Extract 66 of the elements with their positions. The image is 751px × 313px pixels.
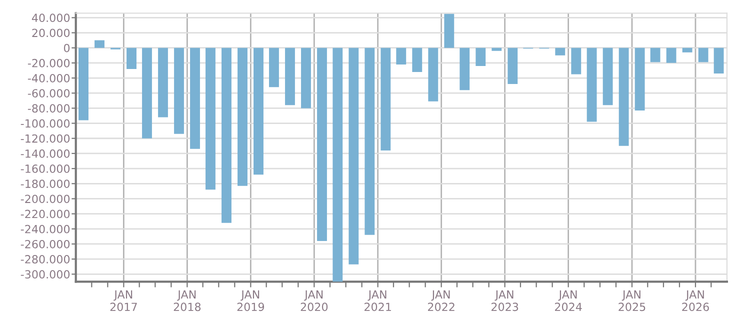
bar [269,48,279,88]
bar [666,48,676,63]
bar [158,48,168,118]
x-tick-label: JAN 2025 [618,290,646,312]
bar [190,48,200,149]
x-tick-label: JAN 2020 [300,290,328,312]
y-tick-label: -260.000 [20,240,70,248]
bar [682,48,692,52]
bar [555,48,566,56]
bar [428,48,438,102]
bar [254,48,264,175]
bar [206,48,216,190]
y-tick-label: -40.000 [28,74,70,82]
bar [348,48,359,264]
bar [634,48,645,110]
bar [586,48,597,122]
bar [571,48,582,74]
x-tick-label: JAN 2026 [682,290,709,312]
bar [492,48,502,51]
bar [650,48,660,62]
x-tick-label: JAN 2021 [364,290,391,312]
bar [602,48,613,106]
x-tick-label: JAN 2023 [492,290,518,312]
y-tick-label: 20.000 [32,28,70,38]
bar [94,40,104,48]
bar [444,14,454,48]
y-tick-label: -220.000 [20,210,70,218]
x-tick-label: JAN 2024 [554,290,582,312]
bar [460,48,470,90]
bar [332,48,343,282]
bar [317,48,327,241]
bar [396,48,406,64]
y-tick-label: -300.000 [20,270,70,279]
bar [301,48,311,108]
y-tick-label: 40.000 [32,14,70,22]
bar [174,48,184,134]
x-tick-label: JAN 2017 [110,290,137,312]
bar [364,48,375,235]
bar [508,48,518,84]
x-tick-label: JAN 2019 [237,290,264,312]
bar [380,48,391,150]
bar [714,48,724,74]
bar [126,48,136,69]
bar [222,48,232,223]
y-tick-label: -280.000 [20,255,70,264]
y-tick-label: -200.000 [20,194,70,204]
y-tick-label: -160.000 [20,164,70,173]
y-tick-label: -100.000 [20,119,70,128]
y-tick-label: -20.000 [28,58,70,68]
y-tick-label: -120.000 [20,134,70,143]
y-tick-label: -80.000 [28,104,70,113]
y-tick-label: -140.000 [20,149,70,158]
x-tick-label: JAN 2018 [174,290,201,312]
y-tick-label: -60.000 [28,89,70,98]
bar [285,48,295,106]
bar [142,48,152,138]
y-tick-label: -240.000 [20,224,70,234]
bar [412,48,422,72]
bar [698,48,708,62]
x-tick-label: JAN 2022 [428,290,454,312]
bar [618,48,629,146]
bar [476,48,486,66]
y-tick-label: 0 [64,44,70,52]
y-tick-label: -180.000 [20,180,70,188]
bar [78,48,88,120]
bar [238,48,248,186]
